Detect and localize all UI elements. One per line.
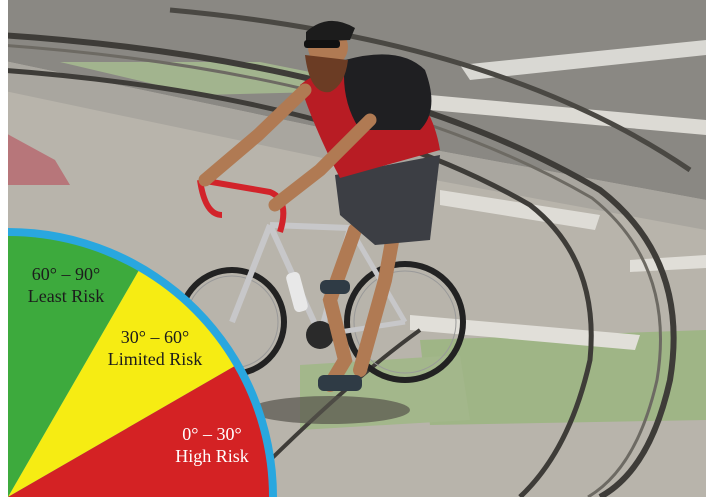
least-risk-range: 60° – 90°: [31, 264, 101, 284]
green-lane-patch-bottom: [420, 330, 706, 425]
lane-marking: [460, 40, 706, 80]
tram-rail: [0, 32, 677, 497]
tram-rail: [0, 43, 662, 497]
brick-corner: [0, 130, 70, 185]
sector-limited-risk: [8, 271, 234, 497]
limited-risk-range: 30° – 60°: [120, 327, 190, 347]
high-risk-range: 0° – 30°: [182, 424, 242, 444]
least-risk-label: 60° – 90° Least Risk: [16, 263, 116, 307]
sector-high-risk: [8, 366, 269, 497]
tram-rail: [248, 328, 422, 482]
limited-risk-label: 30° – 60° Limited Risk: [94, 326, 216, 370]
tram-rail: [0, 67, 594, 497]
least-risk-text: Least Risk: [27, 286, 105, 306]
lane-marking: [410, 315, 640, 350]
lane-marking: [440, 190, 600, 230]
high-risk-label: 0° – 30° High Risk: [160, 423, 264, 467]
cyclist: [198, 20, 440, 392]
tram-rail: [169, 7, 692, 173]
lane-marking: [630, 255, 706, 272]
limited-risk-text: Limited Risk: [107, 349, 203, 369]
lane-marking: [430, 95, 706, 135]
high-risk-text: High Risk: [175, 446, 249, 466]
sector-least-risk: [8, 236, 139, 497]
cyclist-shadow: [250, 396, 410, 424]
edge-strip: [0, 0, 8, 497]
